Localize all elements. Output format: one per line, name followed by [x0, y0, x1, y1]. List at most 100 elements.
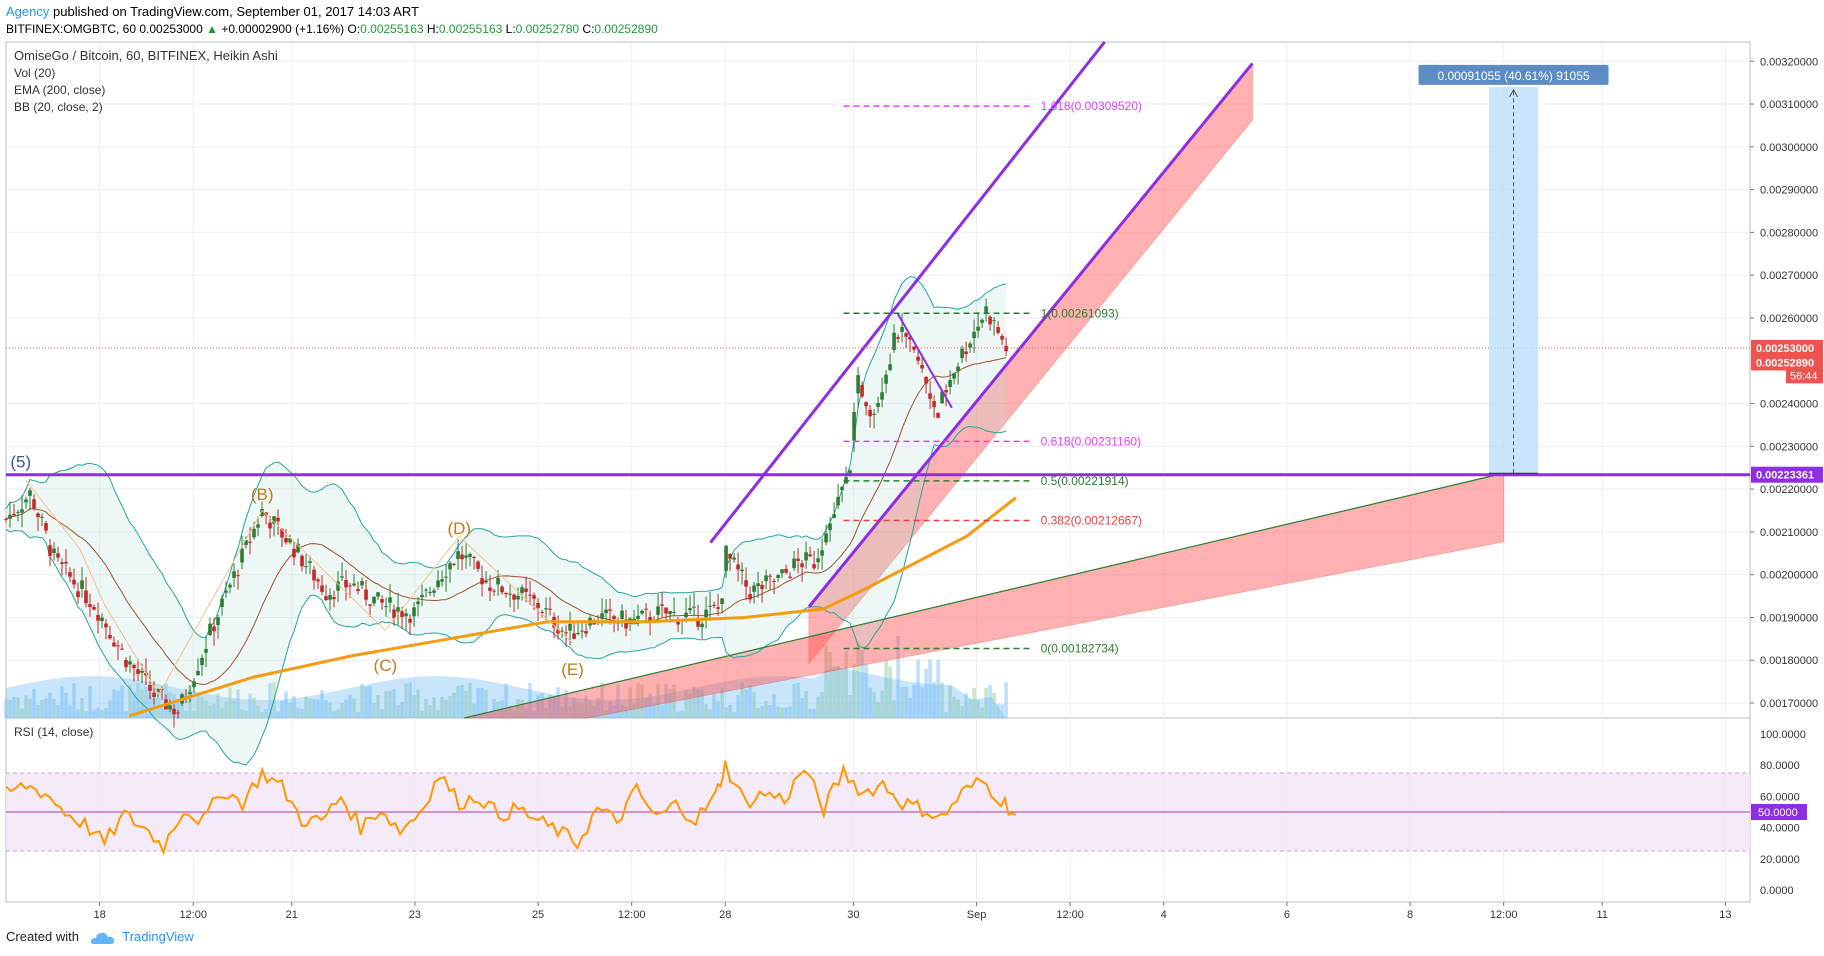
- candle-body: [756, 583, 760, 587]
- candle-body: [1004, 345, 1008, 352]
- candle-body: [996, 327, 1000, 333]
- volume-bar: [856, 641, 860, 718]
- volume-bar: [756, 707, 760, 718]
- volume-bar: [492, 699, 496, 718]
- candle-body: [208, 623, 212, 635]
- volume-bar: [1000, 704, 1004, 718]
- author-link[interactable]: Agency: [6, 4, 50, 19]
- candle-body: [812, 564, 816, 569]
- candle-body: [148, 684, 152, 691]
- volume-bar: [952, 696, 956, 718]
- rsi-tick-label: 20.0000: [1760, 854, 1800, 866]
- candle-body: [804, 552, 808, 561]
- candle-body: [544, 608, 548, 610]
- candle-body: [292, 548, 296, 558]
- volume-bar: [340, 702, 344, 718]
- volume-bar: [276, 711, 280, 718]
- volume-bar: [788, 706, 792, 718]
- volume-bar: [804, 691, 808, 718]
- candle-body: [432, 590, 436, 593]
- time-tick-label: Sep: [967, 909, 987, 921]
- rsi-current-tag: 50.0000: [1758, 807, 1798, 819]
- candles: [4, 298, 1008, 728]
- volume-bar: [564, 689, 568, 718]
- volume-bar: [360, 683, 364, 718]
- volume-bar: [324, 700, 328, 718]
- candle-body: [36, 513, 40, 518]
- volume-bar: [692, 686, 696, 718]
- volume-bar: [124, 711, 128, 718]
- time-tick-label: 12:00: [179, 909, 207, 921]
- candle-body: [524, 588, 528, 592]
- volume-bar: [660, 705, 664, 718]
- candle-body: [672, 611, 676, 613]
- countdown-tag: 56:44: [1790, 370, 1818, 382]
- price-tick-label: 0.00260000: [1760, 313, 1818, 325]
- volume-bar: [420, 710, 424, 718]
- volume-bar: [752, 692, 756, 718]
- volume-bar: [696, 689, 700, 718]
- candle-body: [152, 692, 156, 697]
- fib-level-label: 1.618(0.00309520): [1041, 99, 1142, 113]
- candle-body: [940, 391, 944, 404]
- candle-body: [196, 670, 200, 676]
- volume-bar: [600, 682, 604, 718]
- candle-body: [764, 575, 768, 582]
- candle-body: [448, 563, 452, 570]
- volume-bar: [884, 660, 888, 718]
- volume-bar: [72, 683, 76, 718]
- volume-bar: [648, 693, 652, 718]
- published-text: published on TradingView.com, September …: [53, 4, 419, 19]
- volume-bar: [764, 701, 768, 718]
- volume-bar: [632, 704, 636, 718]
- volume-bar: [992, 692, 996, 718]
- candle-body: [332, 597, 336, 600]
- volume-bar: [396, 705, 400, 718]
- volume-bar: [872, 692, 876, 718]
- candle-body: [688, 608, 692, 611]
- candle-body: [476, 561, 480, 569]
- volume-bar: [560, 706, 564, 718]
- candle-body: [300, 555, 304, 567]
- pennant-line: [896, 313, 953, 409]
- candle-body: [412, 607, 416, 617]
- volume-bar: [960, 706, 964, 718]
- fib-level-label: 0.618(0.00231160): [1041, 434, 1142, 448]
- volume-bar: [328, 702, 332, 718]
- candle-body: [976, 326, 980, 331]
- candle-body: [336, 581, 340, 591]
- candle-body: [896, 337, 900, 339]
- candle-body: [112, 642, 116, 647]
- candle-body: [852, 412, 856, 441]
- volume-bar: [604, 710, 608, 718]
- candle-body: [880, 392, 884, 400]
- volume-bar: [220, 708, 224, 718]
- volume-bar: [148, 692, 152, 718]
- candle-body: [324, 596, 328, 601]
- volume-bar: [44, 698, 48, 718]
- volume-bar: [184, 711, 188, 718]
- volume-bar: [736, 695, 740, 718]
- volume-bar: [108, 699, 112, 718]
- candle-body: [216, 617, 220, 625]
- candle-body: [288, 538, 292, 543]
- volume-bar: [888, 666, 892, 718]
- candle-body: [904, 333, 908, 337]
- candle-body: [648, 617, 652, 623]
- volume-bar: [48, 692, 52, 718]
- volume-bar: [480, 687, 484, 718]
- candle-body: [716, 607, 720, 609]
- candle-body: [956, 366, 960, 371]
- volume-bar: [624, 706, 628, 718]
- tradingview-link[interactable]: TradingView: [122, 929, 194, 944]
- volume-bar: [860, 650, 864, 718]
- candle-body: [780, 569, 784, 574]
- volume-bar: [416, 689, 420, 718]
- low-label: L:: [505, 22, 516, 36]
- measure-label: 0.00091055 (40.61%) 91055: [1437, 69, 1589, 83]
- volume-bar: [628, 687, 632, 718]
- volume-bar: [64, 692, 68, 718]
- candle-body: [500, 586, 504, 593]
- candle-body: [12, 513, 16, 516]
- candle-body: [992, 320, 996, 322]
